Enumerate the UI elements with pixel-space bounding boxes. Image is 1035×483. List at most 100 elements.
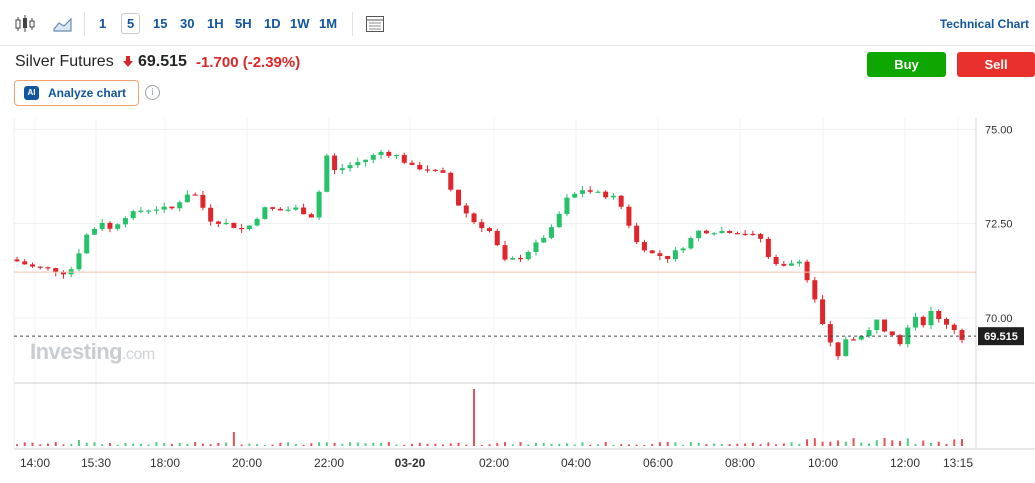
interval-30[interactable]: 30 [180,16,195,31]
volume-bar [519,442,522,446]
candle-body [84,234,90,254]
last-price-label: 69.515 [984,331,1018,343]
candle-body [548,227,554,238]
volume-bar [503,442,506,446]
candle-body [177,202,183,209]
candle-body [556,213,562,228]
layout-icon[interactable] [364,13,386,35]
candle-body [610,195,616,198]
chart-axes: 75.00 72.50 70.00 14:00 15:30 18:00 20:00 22:00… [13,118,1035,470]
volume-bar [596,444,599,446]
volume-bar [16,444,18,446]
volume-bar [465,444,468,446]
interval-5h[interactable]: 5H [235,16,252,31]
interval-5[interactable]: 5 [121,13,141,34]
volume-bar [85,442,88,446]
candle-body [60,272,66,275]
volume-bar [240,444,243,446]
volume-bar [589,444,592,446]
volume-bar [163,443,166,446]
investing-watermark: Investing.com [30,339,155,365]
candle-body [781,264,787,266]
volume-bar [349,442,352,446]
candle-body [432,169,438,171]
candle-body [215,221,221,224]
x-tick-label: 22:00 [314,456,344,470]
toolbar-divider [84,12,85,36]
volume-bar [54,442,57,446]
volume-bar [488,444,491,446]
candlestick-icon[interactable] [14,13,36,35]
candle-body [634,225,640,243]
candle-body [409,162,415,165]
candle-body [146,210,152,212]
volume-bar [395,444,398,446]
volume-bar [101,444,104,446]
candle-body [579,190,585,194]
interval-1[interactable]: 1 [99,16,107,31]
volume-bar [279,442,282,446]
candle-body [882,319,888,332]
interval-1w[interactable]: 1W [290,16,310,31]
sell-button[interactable]: Sell [957,52,1035,77]
volume-bar [403,444,406,446]
candle-body [14,259,20,262]
last-price-tag [978,327,1024,346]
y-tick-label: 70.00 [985,313,1013,325]
x-tick-label: 03-20 [395,456,426,470]
area-chart-icon[interactable] [52,13,74,35]
volume-bar [271,444,274,446]
candle-body [332,155,338,171]
volume-bar [643,444,646,446]
volume-bar [39,444,42,446]
candle-body [347,165,353,169]
candle-body [246,225,252,230]
candle-body [595,191,601,193]
volume-bar [751,442,754,446]
candle-body [665,255,671,260]
candle-body [874,319,880,331]
volume-bar [62,444,65,446]
candle-body [827,324,833,343]
interval-15[interactable]: 15 [153,16,168,31]
volume-bar [922,440,925,446]
volume-bar [124,443,127,446]
candle-body [122,218,128,225]
interval-1m[interactable]: 1M [319,16,338,31]
interval-1h[interactable]: 1H [207,16,224,31]
volume-bar [945,443,948,446]
buy-button[interactable]: Buy [867,52,946,77]
volume-bar [534,442,537,446]
candle-body [510,258,516,260]
technical-chart-link[interactable]: Technical Chart [939,17,1029,31]
interval-1d[interactable]: 1D [264,16,281,31]
info-icon[interactable]: i [145,85,160,100]
volume-bar [767,442,770,446]
candlestick-chart[interactable]: 75.00 72.50 70.00 14:00 15:30 18:00 20:00 22:00… [0,118,1035,483]
volume-bar [139,443,142,446]
candle-body [200,194,206,208]
volume-bar [294,443,297,446]
volume-bar [364,443,367,446]
analyze-chart-button[interactable]: AI Analyze chart [14,80,139,106]
candle-body [471,213,477,223]
volume-bar [511,444,514,446]
candle-body [169,206,175,209]
volume-bar [736,443,739,446]
volume-bar [550,443,553,446]
candle-body [905,327,911,345]
candles [14,149,965,360]
candle-body [401,154,407,163]
candle-body [494,230,500,246]
candle-body [161,206,167,210]
candle-body [223,222,229,225]
volume-bar [852,438,855,446]
candle-body [618,195,624,207]
volume-bar [411,443,414,446]
candle-body [208,207,214,222]
change-value: -1.700 [196,54,239,71]
volume-bar [310,443,313,446]
candle-body [711,233,717,235]
candle-body [796,261,802,264]
candle-body [502,245,508,260]
